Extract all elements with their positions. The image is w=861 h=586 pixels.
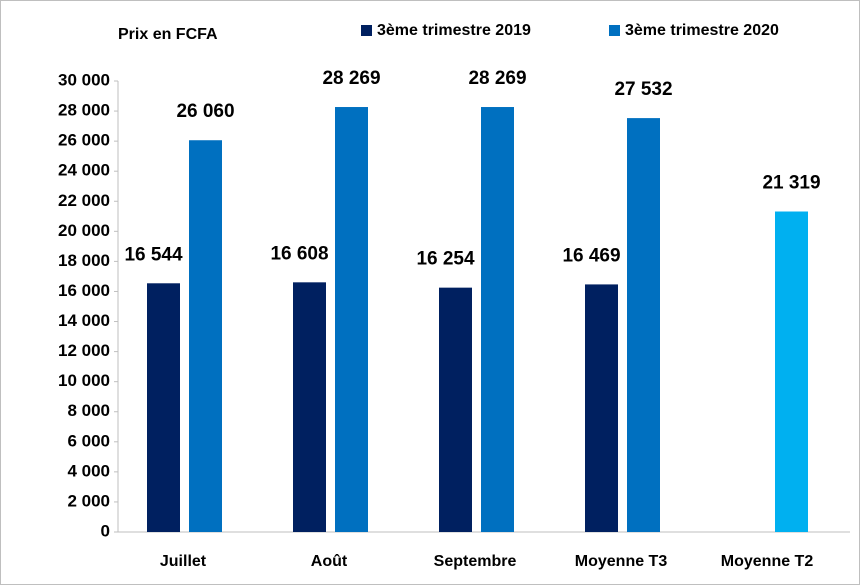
bar	[627, 118, 660, 532]
y-tick-label: 28 000	[58, 101, 110, 120]
bar	[293, 282, 326, 532]
value-label: 28 269	[468, 68, 526, 89]
value-label: 16 544	[124, 244, 183, 265]
y-tick-label: 14 000	[58, 311, 110, 330]
value-label: 21 319	[762, 173, 820, 194]
y-tick-label: 6 000	[67, 431, 110, 450]
value-label: 16 608	[270, 243, 328, 264]
bar	[481, 107, 514, 532]
y-tick-label: 20 000	[58, 221, 110, 240]
value-label: 28 269	[322, 68, 380, 89]
y-tick-label: 24 000	[58, 161, 110, 180]
bar	[775, 211, 808, 532]
y-axis-title: Prix en FCFA	[118, 26, 218, 43]
y-tick-label: 30 000	[58, 70, 110, 89]
legend-label: 3ème trimestre 2019	[377, 22, 531, 39]
x-tick-label: Septembre	[434, 553, 517, 570]
value-label: 27 532	[614, 79, 672, 100]
x-tick-label: Moyenne T3	[575, 553, 668, 570]
x-tick-label: Moyenne T2	[721, 553, 814, 570]
y-tick-label: 0	[101, 521, 110, 540]
value-label: 16 469	[562, 245, 620, 266]
value-label: 16 254	[416, 249, 475, 270]
bar	[439, 287, 472, 532]
y-tick-label: 2 000	[67, 491, 110, 510]
y-tick-label: 12 000	[58, 341, 110, 360]
bar	[147, 283, 180, 532]
value-label: 26 060	[176, 101, 234, 122]
y-tick-label: 18 000	[58, 251, 110, 270]
y-tick-label: 10 000	[58, 371, 110, 390]
legend-swatch	[361, 25, 372, 36]
legend-label: 3ème trimestre 2020	[625, 22, 779, 39]
bar	[189, 140, 222, 533]
bar	[335, 107, 368, 532]
y-tick-label: 26 000	[58, 131, 110, 150]
x-tick-label: Juillet	[160, 553, 207, 570]
y-tick-label: 8 000	[67, 401, 110, 420]
bar	[585, 284, 618, 532]
legend-swatch	[609, 25, 620, 36]
y-tick-label: 22 000	[58, 191, 110, 210]
y-tick-label: 16 000	[58, 281, 110, 300]
x-tick-label: Août	[311, 553, 348, 570]
y-tick-label: 4 000	[67, 461, 110, 480]
